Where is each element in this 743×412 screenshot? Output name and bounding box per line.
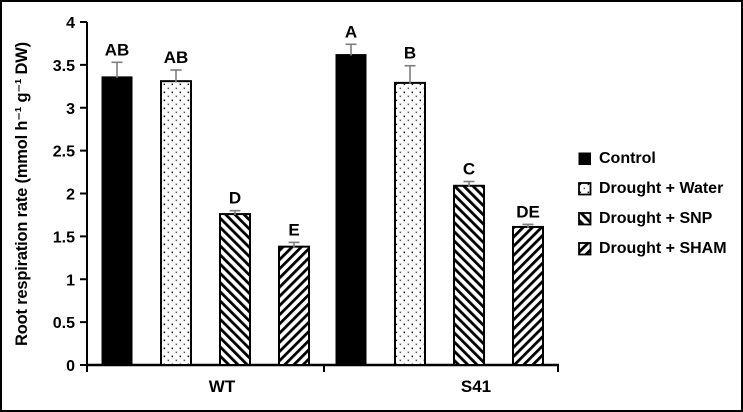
significance-label: AB <box>105 40 130 59</box>
significance-label: A <box>345 22 357 41</box>
y-axis-title: Root respiration rate (mmol h⁻¹ g⁻¹ DW) <box>13 42 31 346</box>
y-tick-label: 3 <box>66 101 75 118</box>
significance-label: E <box>288 220 299 239</box>
legend-item-control: Control <box>578 144 727 174</box>
y-tick-label: 2 <box>66 187 75 204</box>
y-tick-label: 4 <box>66 15 75 32</box>
bar-drought-snp-wt <box>219 213 251 366</box>
x-category-s41: S41 <box>461 377 491 396</box>
y-tick-label: 3.5 <box>53 58 75 75</box>
legend-label-control: Control <box>599 150 656 167</box>
y-tick-label: 0.5 <box>53 315 75 332</box>
legend-item-drought-sham: Drought + SHAM <box>578 234 727 264</box>
y-tick-label: 1 <box>66 272 75 289</box>
legend-marker-slash-hatch-icon <box>578 242 592 256</box>
bar-drought-water-wt <box>160 80 192 366</box>
significance-label: AB <box>164 48 189 67</box>
bar-drought-sham-s41 <box>512 225 544 366</box>
legend-label-drought-sham: Drought + SHAM <box>599 240 727 257</box>
legend-marker-solid-icon <box>578 152 591 165</box>
significance-label: C <box>463 159 475 178</box>
legend-marker-backslash-hatch-icon <box>578 212 592 226</box>
legend-item-drought-water: Drought + Water <box>578 174 727 204</box>
legend-marker-dots-icon <box>578 182 592 196</box>
legend-item-drought-snp: Drought + SNP <box>578 204 727 234</box>
legend-label-drought-snp: Drought + SNP <box>599 210 713 227</box>
y-tick-label: 0 <box>66 358 75 375</box>
significance-label: D <box>229 189 241 208</box>
bar-control-wt <box>101 76 133 366</box>
legend: Control Drought + Water Drought + SNP Dr… <box>578 144 727 264</box>
significance-label: DE <box>516 202 540 221</box>
y-tick-label: 2.5 <box>53 144 75 161</box>
bar-drought-water-s41 <box>394 81 426 366</box>
significance-label: B <box>404 44 416 63</box>
x-category-wt: WT <box>209 377 236 396</box>
legend-label-drought-water: Drought + Water <box>599 180 724 197</box>
bar-drought-snp-s41 <box>453 184 485 366</box>
bar-control-s41 <box>335 54 367 366</box>
y-tick-label: 1.5 <box>53 229 75 246</box>
bar-drought-sham-wt <box>278 245 310 366</box>
